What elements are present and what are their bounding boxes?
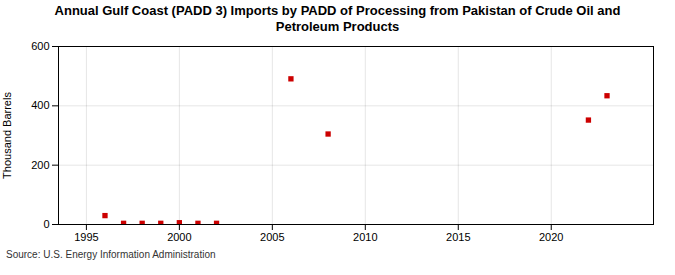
svg-text:2010: 2010 [353,231,377,243]
html-text:Source: U.S. Energy Informatio: Source: U.S. Energy Information Administ… [6,249,216,261]
svg-text:2005: 2005 [260,231,284,243]
svg-text:Thousand Barrels: Thousand Barrels [1,92,13,179]
svg-text:2020: 2020 [539,231,563,243]
svg-text:400: 400 [31,100,49,112]
html-text:Annual Gulf Coast (PADD 3) Imp: Annual Gulf Coast (PADD 3) Imports by PA… [54,3,621,34]
svg-text:2000: 2000 [167,231,191,243]
svg-text:0: 0 [43,218,49,230]
svg-text:600: 600 [31,40,49,52]
svg-text:2015: 2015 [446,231,470,243]
svg-text:200: 200 [31,159,49,171]
svg-text:1995: 1995 [74,231,98,243]
